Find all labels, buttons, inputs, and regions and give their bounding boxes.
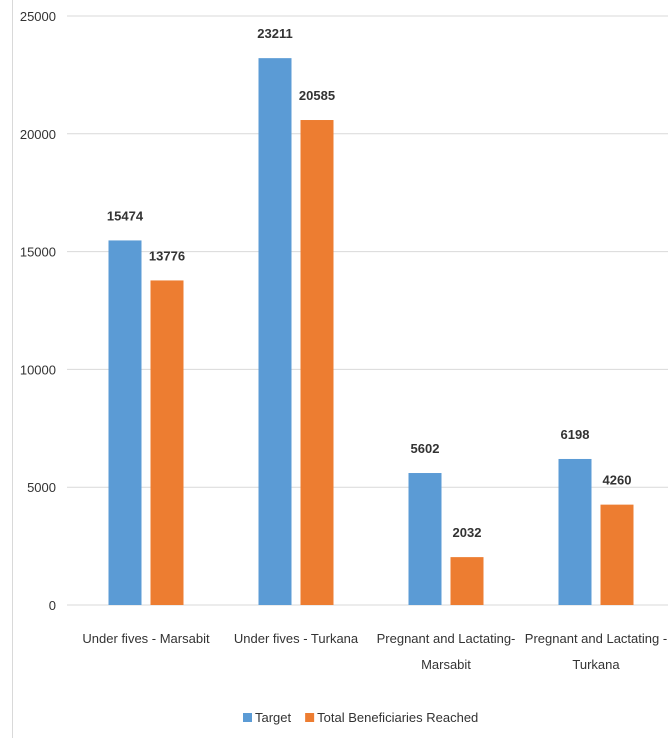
data-label: 4260	[603, 473, 632, 488]
data-label: 13776	[149, 248, 185, 263]
bar-target-0	[108, 240, 142, 605]
bars	[108, 58, 634, 606]
x-category-label: Pregnant and Lactating-	[377, 631, 516, 646]
y-tick-label: 20000	[20, 127, 56, 142]
x-category-label: Under fives - Turkana	[234, 631, 359, 646]
data-label: 6198	[561, 427, 590, 442]
y-tick-label: 5000	[27, 480, 56, 495]
legend-swatch-reached	[305, 713, 315, 722]
x-category-label: Pregnant and Lactating -	[525, 631, 667, 646]
bar-reached-2	[450, 557, 484, 605]
data-label: 2032	[453, 525, 482, 540]
y-axis-tick-labels: 0 5000 10000 15000 20000 25000	[20, 9, 56, 613]
data-label: 23211	[257, 26, 292, 41]
y-tick-label: 15000	[20, 245, 56, 260]
bar-reached-1	[300, 120, 334, 606]
y-tick-label: 0	[49, 598, 56, 613]
legend-label-target: Target	[255, 710, 292, 725]
chart-left-border	[12, 0, 13, 738]
data-label: 5602	[411, 441, 440, 456]
bar-reached-3	[600, 504, 634, 605]
y-tick-label: 25000	[20, 9, 56, 24]
legend-label-reached: Total Beneficiaries Reached	[317, 710, 478, 725]
data-labels: 15474 13776 23211 20585 5602 2032 6198 4260	[107, 26, 632, 540]
bar-reached-0	[150, 280, 184, 605]
x-category-label: Turkana	[572, 657, 620, 672]
x-category-label: Marsabit	[421, 657, 471, 672]
x-category-label: Under fives - Marsabit	[82, 631, 210, 646]
legend: Target Total Beneficiaries Reached	[243, 710, 478, 725]
legend-swatch-target	[243, 713, 252, 722]
y-tick-label: 10000	[20, 362, 56, 377]
x-axis-category-labels: Under fives - Marsabit Under fives - Turk…	[82, 631, 667, 672]
bar-target-1	[258, 58, 292, 605]
data-label: 20585	[299, 88, 335, 103]
bar-target-3	[558, 458, 592, 605]
data-label: 15474	[107, 208, 144, 223]
bar-target-2	[408, 473, 442, 605]
